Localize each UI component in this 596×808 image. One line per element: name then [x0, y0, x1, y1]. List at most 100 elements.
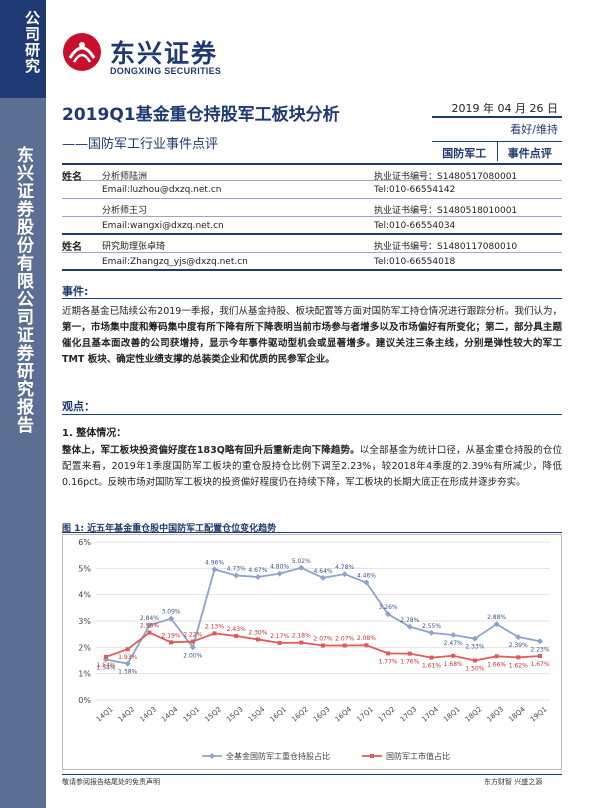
x-tick-label: 15Q3: [225, 705, 245, 723]
data-point: [386, 651, 391, 656]
footer-slogan: 东方财智 兴盛之源: [484, 778, 543, 786]
data-label: 2.18%: [292, 633, 311, 640]
legend-marker: [209, 753, 215, 759]
divider: [62, 774, 562, 775]
data-point: [147, 630, 152, 635]
section-heading: 1. 整体情况：: [62, 428, 127, 439]
category-label: 公司研究: [23, 10, 41, 74]
analyst-row: 姓名 分析师陆洲 执业证书编号：S1480517080001: [62, 163, 562, 183]
analyst-contact-row: Email:Zhangzq_yjs@dxzq.net.cn Tel:010-66…: [62, 253, 562, 271]
views-paragraph: 整体上，军工板块投资偏好度在183Q略有回升后重新走向下降趋势。以全部基金为统计…: [62, 443, 562, 491]
x-tick-label: 19Q1: [529, 705, 549, 723]
data-point: [342, 643, 347, 648]
data-label: 2.39%: [509, 642, 528, 649]
data-point: [254, 574, 261, 581]
data-point: [234, 634, 239, 639]
analyst-tel: Tel:010-66554018: [374, 257, 456, 267]
analyst-name: 研究助理张卓琦: [102, 242, 166, 252]
analyst-tel: Tel:010-66554142: [374, 185, 456, 195]
data-point: [320, 574, 326, 581]
data-label: 2.07%: [313, 635, 332, 642]
data-label: 1.54%: [96, 664, 115, 671]
y-tick-label: 2%: [78, 643, 91, 652]
data-point: [471, 635, 478, 642]
y-tick-label: 3%: [78, 617, 91, 626]
data-point: [125, 647, 130, 652]
analyst-contact-row: Email:wangxi@dxzq.net.cn Tel:010-6655403…: [62, 217, 562, 235]
data-label: 1.62%: [509, 662, 528, 669]
views-text-bold: 整体上，军工板块投资偏好度在183Q略有回升后重新走向下降趋势。: [62, 445, 360, 456]
data-point: [538, 654, 542, 659]
x-tick-label: 14Q1: [95, 705, 115, 723]
data-label: 2.23%: [530, 646, 549, 653]
data-point: [341, 571, 348, 578]
analyst-cert: 执业证书编号：S1480517080001: [374, 172, 518, 182]
data-point: [407, 651, 412, 656]
analyst-email[interactable]: Email:Zhangzq_yjs@dxzq.net.cn: [102, 257, 248, 267]
data-label: 4.64%: [313, 568, 332, 575]
data-point: [494, 654, 499, 659]
divider: [432, 116, 562, 118]
event-text: 近期各基金已陆续公布2019一季报，我们从基金持股、板块配置等方面对国防军工持仓…: [62, 306, 562, 317]
views-text: 以全部基金为统计口径，从基金重仓持股的仓位配置来看，2019年1季度国防军工板块…: [62, 445, 562, 488]
y-tick-label: 4%: [78, 591, 91, 600]
data-point: [276, 570, 283, 577]
data-label: 4.96%: [205, 559, 224, 566]
brand-logo-icon: [63, 33, 101, 71]
data-label: 2.00%: [183, 652, 202, 659]
analyst-name: 分析师王习: [102, 206, 148, 216]
x-tick-label: 15Q2: [203, 705, 223, 723]
data-label: 1.68%: [444, 661, 463, 668]
data-label: 1.93%: [118, 654, 137, 661]
industry-tag: 国防军工: [442, 147, 487, 160]
data-label: 1.38%: [118, 669, 137, 676]
event-paragraph: 近期各基金已陆续公布2019一季报，我们从基金持股、板块配置等方面对国防军工持仓…: [62, 304, 562, 368]
report-meta: 2019 年 04 月 26 日 看好/维持 国防军工 事件点评: [432, 100, 562, 161]
rating: 看好/维持: [510, 123, 558, 136]
brand-name: 东兴证券: [110, 39, 219, 68]
data-label: 3.26%: [379, 604, 398, 611]
x-tick-label: 18Q3: [486, 705, 506, 723]
x-tick-label: 17Q4: [420, 705, 440, 724]
analyst-table: 姓名 分析师陆洲 执业证书编号：S1480517080001 Email:luz…: [62, 163, 562, 271]
legend-marker: [370, 754, 374, 758]
data-point: [321, 643, 325, 648]
data-point: [363, 579, 370, 586]
data-label: 1.76%: [400, 659, 419, 666]
data-label: 1.50%: [465, 666, 484, 673]
data-point: [255, 637, 260, 642]
data-label: 2.56%: [140, 623, 159, 630]
x-tick-label: 18Q2: [464, 705, 484, 723]
data-label: 4.67%: [248, 567, 267, 574]
data-label: 2.88%: [487, 614, 506, 621]
data-point: [298, 564, 305, 571]
data-point: [472, 658, 477, 663]
data-point: [103, 656, 109, 663]
data-point: [277, 640, 282, 645]
data-label: 2.55%: [422, 623, 441, 630]
data-label: 1.77%: [379, 658, 398, 665]
data-label: 2.19%: [162, 632, 181, 639]
data-point: [189, 644, 196, 651]
analyst-email[interactable]: Email:luzhou@dxzq.net.cn: [102, 185, 222, 195]
analyst-row: 姓名 研究助理张卓琦 执业证书编号：S1480117080010: [62, 235, 562, 253]
line-chart: 0%1%2%3%4%5%6%14Q1 14Q2 14Q3 14Q4 15Q1 15Q2 15…: [62, 534, 562, 770]
chart-frame: [62, 534, 562, 770]
name-label: 姓名: [62, 172, 82, 183]
data-point: [429, 655, 434, 660]
data-label: 2.13%: [205, 623, 224, 630]
analyst-email[interactable]: Email:wangxi@dxzq.net.cn: [102, 221, 224, 231]
data-label: 2.30%: [248, 629, 267, 636]
data-point: [385, 611, 392, 618]
name-label: 姓名: [62, 242, 82, 253]
data-label: 2.43%: [227, 626, 246, 633]
data-point: [169, 640, 174, 645]
report-subtitle: ——国防军工行业事件点评: [62, 137, 219, 152]
data-point: [493, 621, 500, 628]
data-point: [299, 640, 304, 645]
x-tick-label: 17Q2: [377, 705, 397, 723]
data-point: [211, 566, 218, 573]
report-date: 2019 年 04 月 26 日: [451, 102, 558, 115]
data-label: 1.67%: [530, 661, 549, 668]
data-point: [146, 622, 153, 629]
